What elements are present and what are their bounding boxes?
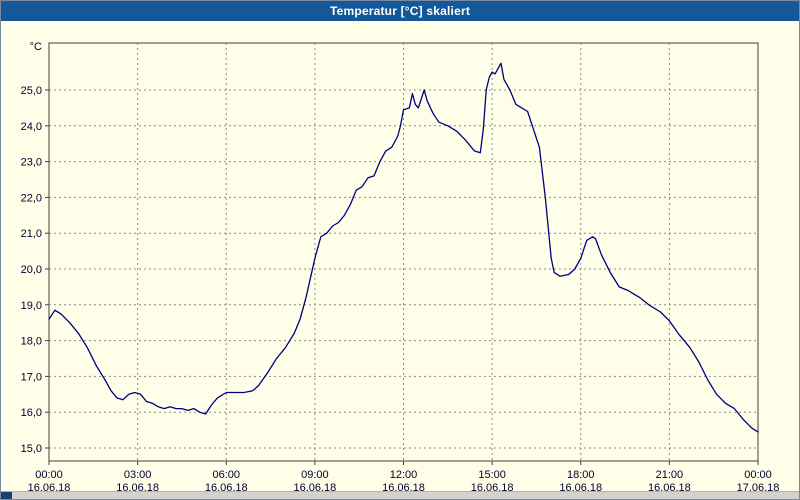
svg-text:16,0: 16,0	[21, 407, 42, 419]
temperature-line-chart: 15,0 16,0 17,0 18,0 19,0 20,0 21,0 22,0 23,0 24,0…	[21, 41, 780, 494]
svg-text:09:00: 09:00	[301, 469, 329, 481]
svg-text:15,0: 15,0	[21, 443, 42, 455]
svg-text:03:00: 03:00	[124, 469, 152, 481]
svg-text:21:00: 21:00	[656, 469, 684, 481]
svg-text:21,0: 21,0	[21, 228, 42, 240]
chart-area: 15,0 16,0 17,0 18,0 19,0 20,0 21,0 22,0 23,0 24,0…	[1, 21, 799, 494]
svg-text:00:00: 00:00	[35, 469, 63, 481]
scrollbar-thumb[interactable]	[1, 492, 12, 499]
svg-text:24,0: 24,0	[21, 121, 42, 133]
window-titlebar: Temperatur [°C] skaliert	[1, 1, 799, 21]
svg-text:17,0: 17,0	[21, 371, 42, 383]
svg-text:25,0: 25,0	[21, 85, 42, 97]
svg-text:12:00: 12:00	[390, 469, 418, 481]
svg-text:18:00: 18:00	[567, 469, 595, 481]
svg-text:15:00: 15:00	[478, 469, 506, 481]
svg-text:06:00: 06:00	[212, 469, 240, 481]
svg-text:18,0: 18,0	[21, 336, 42, 348]
svg-text:19,0: 19,0	[21, 300, 42, 312]
horizontal-scrollbar[interactable]	[1, 491, 799, 499]
svg-text:22,0: 22,0	[21, 192, 42, 204]
svg-text:°C: °C	[30, 41, 42, 53]
svg-text:20,0: 20,0	[21, 264, 42, 276]
window-title: Temperatur [°C] skaliert	[329, 4, 471, 18]
svg-text:23,0: 23,0	[21, 157, 42, 169]
svg-text:00:00: 00:00	[744, 469, 772, 481]
